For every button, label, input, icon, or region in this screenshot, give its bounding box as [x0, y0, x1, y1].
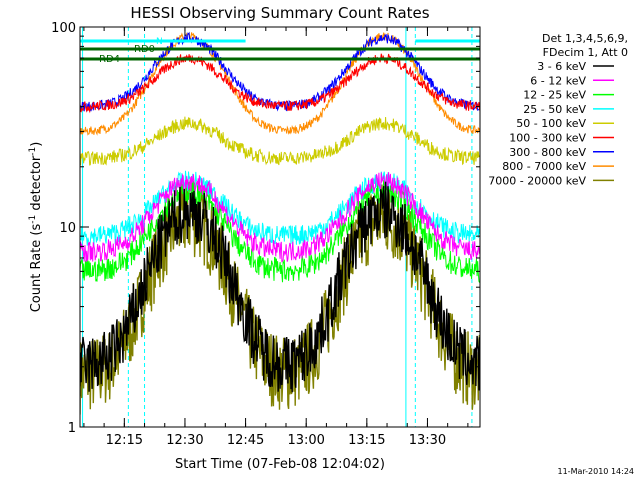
legend-label: 25 - 50 keV	[523, 103, 586, 116]
flag-label: N	[156, 37, 163, 47]
plot-area: RD0 RD4 N	[80, 27, 480, 427]
legend-label: 3 - 6 keV	[537, 60, 586, 73]
x-tick-label: 12:15	[106, 433, 143, 448]
legend-label: 12 - 25 keV	[523, 89, 586, 102]
y-axis-label-exp1: -1	[28, 215, 38, 224]
series-line	[80, 172, 480, 263]
legend-header-line-2: FDecim 1, Att 0	[543, 46, 628, 59]
x-tick-label: 12:45	[227, 433, 264, 448]
legend-label: 800 - 7000 keV	[502, 160, 586, 173]
y-axis-label-prefix: Count Rate (s	[29, 224, 44, 313]
x-axis-label: Start Time (07-Feb-08 12:04:02)	[175, 457, 385, 472]
flag-label: RD4	[99, 54, 120, 65]
y-axis-label-exp2: -1	[28, 147, 38, 156]
legend-label: 300 - 800 keV	[509, 146, 586, 159]
y-tick-label: 100	[51, 21, 76, 36]
y-tick-label: 1	[68, 421, 76, 436]
series-line	[80, 53, 480, 114]
legend-label: 6 - 12 keV	[530, 74, 586, 87]
x-tick-label: 13:30	[409, 433, 446, 448]
series-line	[80, 181, 480, 393]
y-axis: 1 10 100	[51, 21, 480, 436]
series-group	[80, 27, 480, 427]
x-tick-label: 12:30	[166, 433, 203, 448]
series-line	[80, 116, 480, 166]
series-line	[80, 180, 480, 283]
x-tick-label: 13:00	[287, 433, 324, 448]
flag-label: RD0	[134, 44, 155, 55]
y-axis-label-suffix: )	[29, 142, 44, 147]
legend-header-line-1: Det 1,3,4,5,6,9,	[542, 32, 628, 45]
x-tick-label: 13:15	[348, 433, 385, 448]
legend-label: 7000 - 20000 keV	[488, 174, 586, 187]
y-tick-label: 10	[59, 221, 76, 236]
timestamp: 11-Mar-2010 14:24	[558, 467, 635, 476]
y-axis-label-mid: detector	[29, 155, 44, 215]
legend-label: 100 - 300 keV	[509, 132, 586, 145]
y-axis-label: Count Rate (s-1 detector-1)	[28, 142, 44, 313]
chart-title: HESSI Observing Summary Count Rates	[130, 4, 429, 22]
series-line	[80, 31, 480, 112]
x-axis: 12:15 12:30 12:45 13:00 13:15 13:30	[83, 27, 469, 448]
legend-label: 50 - 100 keV	[516, 117, 586, 130]
